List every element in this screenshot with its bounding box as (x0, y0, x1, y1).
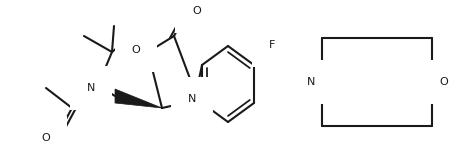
Text: N: N (188, 94, 196, 104)
Polygon shape (115, 89, 161, 108)
Text: N: N (306, 77, 314, 87)
Text: O: O (438, 77, 447, 87)
Text: F: F (268, 40, 275, 50)
Text: O: O (192, 6, 200, 16)
Text: O: O (131, 45, 140, 55)
Text: O: O (41, 133, 50, 143)
Text: N: N (87, 83, 95, 93)
